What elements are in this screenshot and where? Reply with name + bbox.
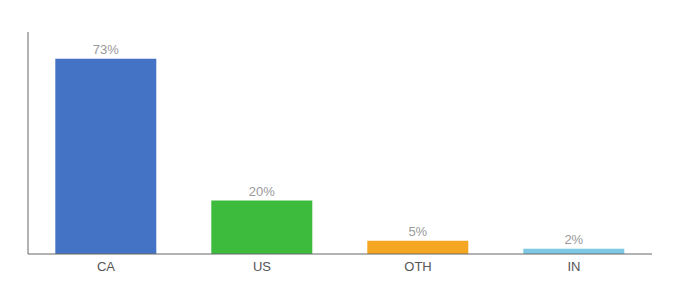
svg-text:US: US [253, 259, 271, 274]
svg-text:5%: 5% [408, 224, 427, 239]
svg-text:OTH: OTH [404, 259, 431, 274]
svg-text:IN: IN [568, 259, 581, 274]
svg-text:20%: 20% [249, 184, 275, 199]
svg-text:CA: CA [97, 259, 115, 274]
svg-text:2%: 2% [564, 232, 583, 247]
svg-text:73%: 73% [93, 42, 119, 57]
